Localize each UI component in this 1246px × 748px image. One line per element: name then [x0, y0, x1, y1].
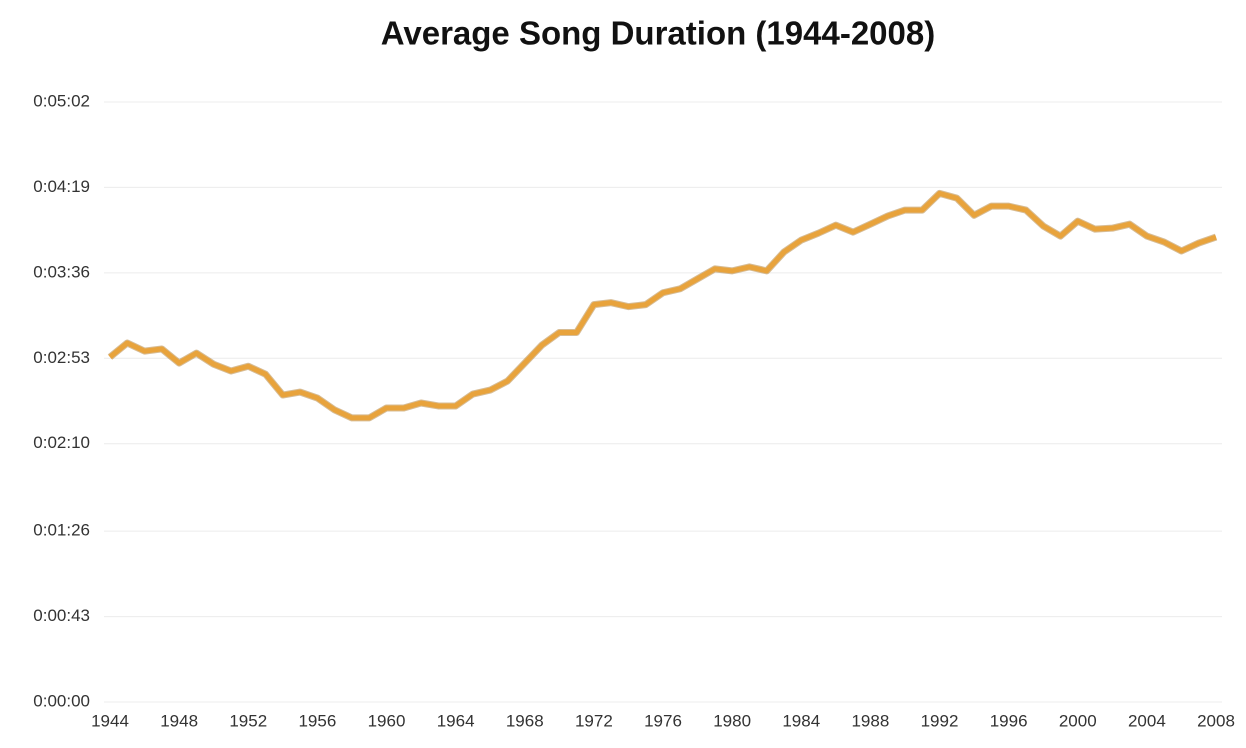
y-tick-label: 0:02:53: [33, 348, 90, 367]
x-tick-label: 1972: [575, 711, 613, 730]
chart-title: Average Song Duration (1944-2008): [381, 15, 935, 52]
x-tick-label: 1952: [229, 711, 267, 730]
x-tick-label: 1948: [160, 711, 198, 730]
x-tick-label: 1976: [644, 711, 682, 730]
x-tick-label: 1988: [851, 711, 889, 730]
y-tick-label: 0:01:26: [33, 521, 90, 540]
x-tick-label: 2004: [1128, 711, 1166, 730]
x-tick-label: 1964: [437, 711, 475, 730]
x-tick-label: 1984: [782, 711, 820, 730]
y-tick-label: 0:00:43: [33, 606, 90, 625]
x-tick-label: 1960: [368, 711, 406, 730]
x-tick-label: 1956: [298, 711, 336, 730]
line: [108, 190, 1217, 421]
x-tick-label: 1968: [506, 711, 544, 730]
x-tick-label: 1944: [91, 711, 129, 730]
y-tick-label: 0:03:36: [33, 262, 90, 281]
y-tick-label: 0:00:00: [33, 691, 90, 710]
y-tick-label: 0:05:02: [33, 91, 90, 110]
x-tick-label: 1996: [990, 711, 1028, 730]
x-tick-label: 1992: [921, 711, 959, 730]
x-tick-label: 2000: [1059, 711, 1097, 730]
y-tick-label: 0:02:10: [33, 433, 90, 452]
x-tick-label: 1980: [713, 711, 751, 730]
x-tick-label: 2008: [1197, 711, 1235, 730]
y-tick-label: 0:04:19: [33, 177, 90, 196]
